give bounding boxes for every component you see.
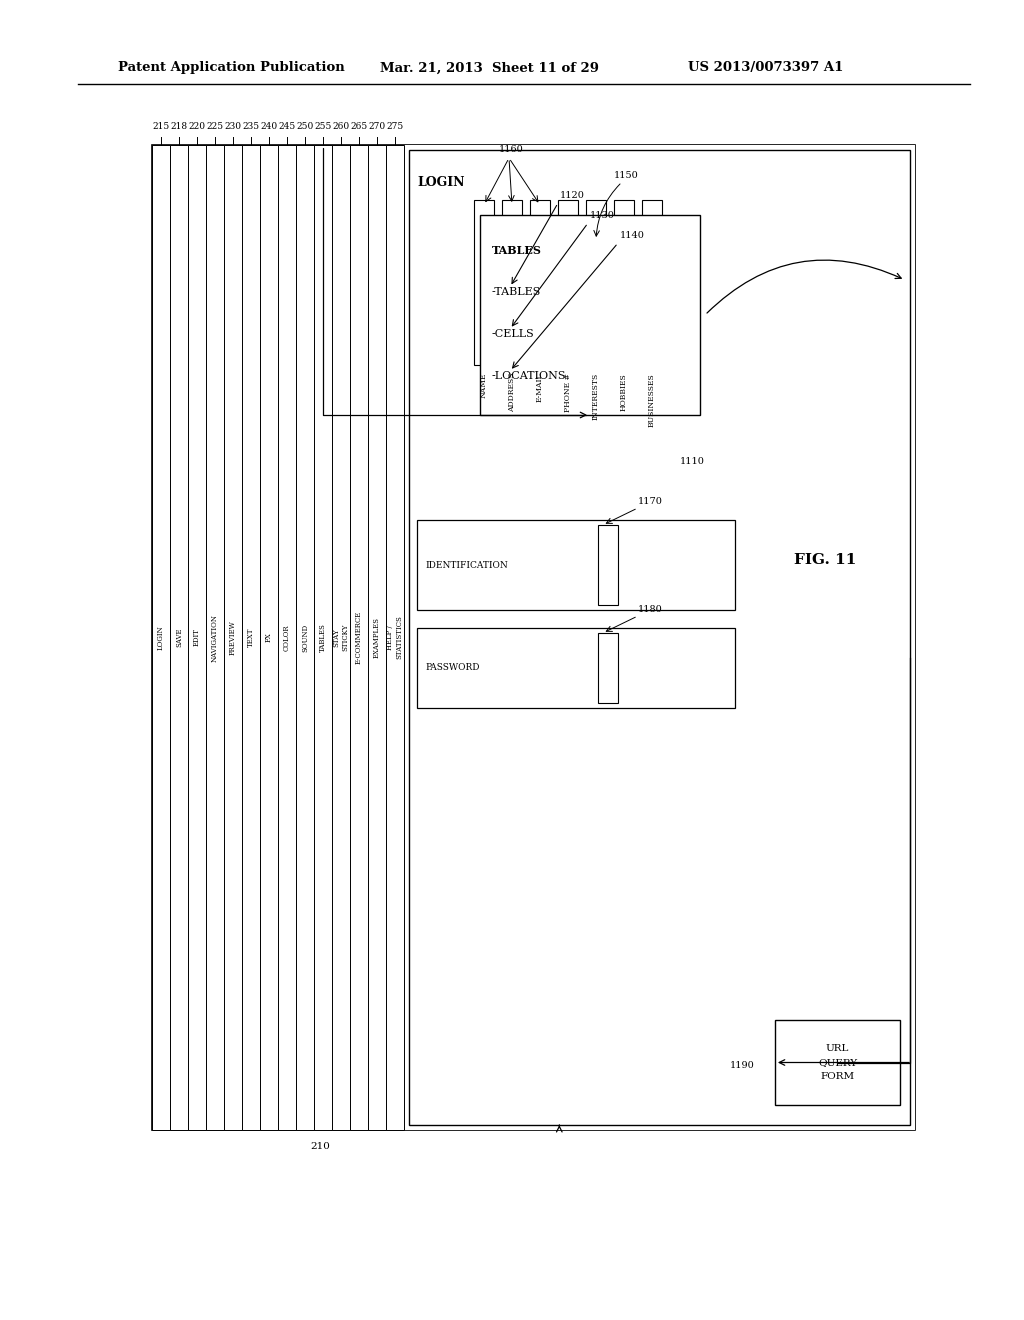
Bar <box>386 145 404 1130</box>
Text: 1170: 1170 <box>638 498 663 507</box>
Text: -CELLS: -CELLS <box>492 329 535 339</box>
Bar <box>278 145 296 1130</box>
Bar <box>598 525 617 605</box>
Text: 245: 245 <box>279 121 296 131</box>
Text: LOGIN: LOGIN <box>417 176 465 189</box>
Text: -LOCATIONS: -LOCATIONS <box>492 371 566 381</box>
Text: PHONE #: PHONE # <box>564 374 572 412</box>
Text: ADDRESS: ADDRESS <box>508 374 516 412</box>
Text: FIG. 11: FIG. 11 <box>794 553 856 568</box>
Bar <box>224 145 242 1130</box>
Bar <box>530 201 550 366</box>
Text: EXAMPLES: EXAMPLES <box>373 616 381 657</box>
Text: SAVE: SAVE <box>175 628 183 647</box>
Bar <box>368 145 386 1130</box>
Text: 235: 235 <box>243 121 259 131</box>
Text: 1180: 1180 <box>638 606 663 615</box>
Bar <box>417 628 735 708</box>
Text: 215: 215 <box>153 121 170 131</box>
Bar <box>332 145 350 1130</box>
Text: EDIT: EDIT <box>193 628 201 647</box>
Bar <box>586 201 606 366</box>
Bar <box>314 145 332 1130</box>
Bar <box>642 201 662 366</box>
Text: 270: 270 <box>369 121 386 131</box>
Bar <box>480 215 700 414</box>
Bar <box>558 201 578 366</box>
Text: Mar. 21, 2013  Sheet 11 of 29: Mar. 21, 2013 Sheet 11 of 29 <box>380 62 599 74</box>
Text: TABLES: TABLES <box>492 246 542 256</box>
Bar <box>474 201 494 366</box>
Bar <box>242 145 260 1130</box>
Bar <box>350 145 368 1130</box>
Text: 255: 255 <box>314 121 332 131</box>
Bar <box>296 145 314 1130</box>
Text: E-MAIL: E-MAIL <box>536 374 544 403</box>
Text: BUSINESSES: BUSINESSES <box>648 374 656 426</box>
Bar <box>775 1020 900 1105</box>
Text: 275: 275 <box>386 121 403 131</box>
Bar <box>417 520 735 610</box>
Bar <box>152 145 915 1130</box>
Bar <box>152 145 170 1130</box>
Text: 218: 218 <box>170 121 187 131</box>
Text: QUERY: QUERY <box>818 1059 857 1067</box>
Bar <box>170 145 188 1130</box>
Text: E-COMMERCE: E-COMMERCE <box>355 611 362 664</box>
Text: COLOR: COLOR <box>283 624 291 651</box>
Text: STAY
STICKY: STAY STICKY <box>333 624 349 651</box>
Text: HOBBIES: HOBBIES <box>620 374 628 411</box>
Bar <box>260 145 278 1130</box>
Text: US 2013/0073397 A1: US 2013/0073397 A1 <box>688 62 844 74</box>
Text: 1140: 1140 <box>620 231 645 239</box>
Text: 230: 230 <box>224 121 242 131</box>
Text: Patent Application Publication: Patent Application Publication <box>118 62 345 74</box>
Text: IDENTIFICATION: IDENTIFICATION <box>425 561 508 569</box>
Text: PASSWORD: PASSWORD <box>425 664 479 672</box>
Text: 1150: 1150 <box>614 170 639 180</box>
Text: 220: 220 <box>188 121 206 131</box>
Text: 250: 250 <box>296 121 313 131</box>
Text: INTERESTS: INTERESTS <box>592 374 600 420</box>
Text: NAVIGATION: NAVIGATION <box>211 614 219 661</box>
Text: 225: 225 <box>207 121 223 131</box>
Bar <box>598 634 617 704</box>
Text: 240: 240 <box>260 121 278 131</box>
Text: 1120: 1120 <box>560 190 585 199</box>
Bar <box>404 145 915 1130</box>
Text: TABLES: TABLES <box>319 623 327 652</box>
Text: -TABLES: -TABLES <box>492 286 542 297</box>
Text: HELP /
STATISTICS: HELP / STATISTICS <box>386 615 403 660</box>
Text: FX: FX <box>265 632 273 643</box>
Bar <box>206 145 224 1130</box>
Bar <box>502 201 522 366</box>
Text: FORM: FORM <box>820 1072 855 1081</box>
Text: 260: 260 <box>333 121 349 131</box>
Bar <box>409 150 910 1125</box>
Text: TEXT: TEXT <box>247 628 255 647</box>
Bar <box>188 145 206 1130</box>
Text: NAME: NAME <box>480 374 488 399</box>
Text: URL: URL <box>825 1044 849 1053</box>
Text: 1110: 1110 <box>680 458 705 466</box>
Text: 1160: 1160 <box>499 145 523 154</box>
Text: 265: 265 <box>350 121 368 131</box>
Text: 1130: 1130 <box>590 210 614 219</box>
Text: LOGIN: LOGIN <box>157 626 165 649</box>
Text: PREVIEW: PREVIEW <box>229 620 237 655</box>
Text: 1190: 1190 <box>730 1060 755 1069</box>
Bar <box>614 201 634 366</box>
Text: SOUND: SOUND <box>301 623 309 652</box>
Text: 210: 210 <box>310 1142 330 1151</box>
